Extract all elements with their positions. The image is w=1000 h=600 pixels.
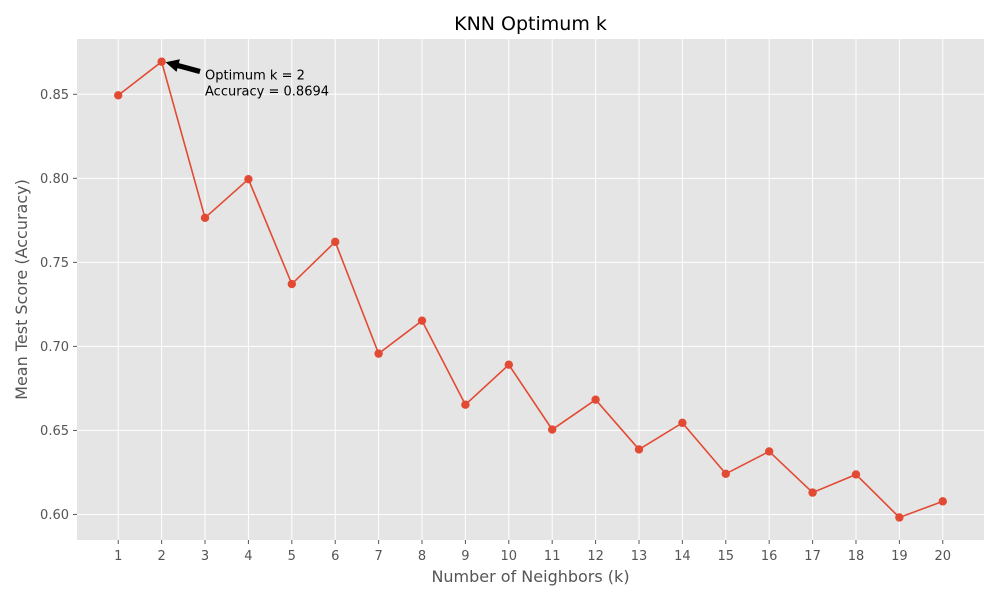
annotation-arrow (165, 59, 201, 74)
y-tick-label: 0.70 (40, 340, 69, 355)
x-tick-label: 9 (461, 549, 469, 564)
y-tick-label: 0.60 (40, 508, 69, 523)
x-tick-label: 20 (934, 549, 951, 564)
x-tick-label: 5 (288, 549, 296, 564)
data-point (504, 360, 514, 369)
x-tick-label: 18 (848, 549, 865, 564)
annotation-line-1: Optimum k = 2 (205, 69, 305, 84)
data-point (331, 237, 340, 247)
x-axis-title: Number of Neighbors (k) (431, 567, 629, 586)
x-tick-label: 10 (501, 549, 518, 564)
annotation: Optimum k = 2 Accuracy = 0.8694 (165, 59, 329, 100)
x-tick-label: 3 (201, 549, 209, 564)
y-tick-label: 0.65 (40, 424, 69, 439)
x-tick-label: 13 (631, 549, 648, 564)
data-point (417, 316, 427, 325)
data-point (721, 469, 730, 478)
y-axis-title: Mean Test Score (Accuracy) (12, 179, 31, 400)
x-tick-label: 19 (891, 549, 908, 564)
data-point (287, 279, 297, 289)
chart-title: KNN Optimum k (454, 13, 607, 35)
x-tick-label: 17 (804, 549, 821, 564)
data-point (200, 213, 210, 223)
data-points (114, 57, 947, 522)
grid-lines (77, 39, 984, 540)
data-point (851, 470, 861, 479)
annotation-text: Optimum k = 2 Accuracy = 0.8694 (205, 69, 329, 100)
x-tick-label: 15 (718, 549, 735, 564)
x-tick-label: 1 (114, 549, 122, 564)
y-axis-ticks: 0.60 0.65 0.70 0.75 0.80 0.85 (40, 88, 77, 523)
data-point (157, 57, 166, 66)
x-tick-label: 6 (331, 549, 339, 564)
x-axis-ticks: 1 2 3 4 5 6 7 8 9 10 11 12 13 14 15 16 17 18 19 20 (114, 540, 951, 564)
x-tick-label: 16 (761, 549, 778, 564)
data-point (114, 91, 123, 100)
y-tick-label: 0.80 (40, 172, 69, 187)
series-line (117, 60, 944, 519)
x-tick-label: 2 (157, 549, 165, 564)
data-point (808, 488, 817, 497)
data-point (678, 418, 687, 428)
x-tick-label: 12 (587, 549, 604, 564)
x-tick-label: 14 (674, 549, 691, 564)
data-point (591, 395, 600, 404)
data-point (634, 445, 644, 454)
x-tick-label: 11 (544, 549, 561, 564)
data-point (461, 400, 470, 409)
data-point (244, 174, 253, 184)
data-point (764, 447, 774, 456)
annotation-line-2: Accuracy = 0.8694 (205, 85, 329, 100)
data-point (374, 349, 383, 358)
plot-area (77, 39, 984, 540)
x-tick-label: 4 (244, 549, 252, 564)
data-point (895, 513, 904, 522)
y-tick-label: 0.85 (40, 88, 69, 103)
data-point (938, 497, 947, 506)
data-point (547, 425, 557, 434)
y-tick-label: 0.75 (40, 256, 69, 271)
x-tick-label: 8 (418, 549, 426, 564)
x-tick-label: 7 (374, 549, 382, 564)
